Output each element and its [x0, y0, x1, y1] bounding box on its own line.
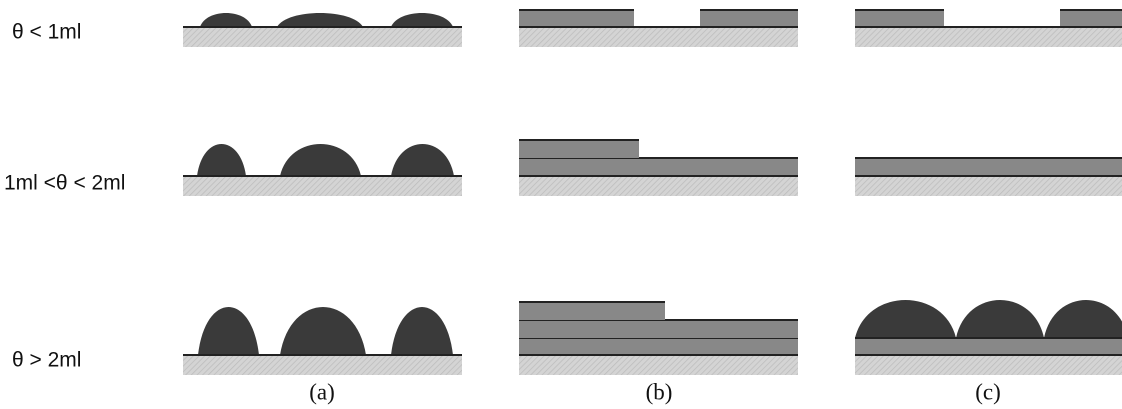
column-label: (c) [975, 379, 1001, 404]
substrate [855, 27, 1122, 47]
column-label: (a) [309, 379, 335, 404]
substrate [183, 355, 462, 375]
column-label: (b) [646, 379, 673, 404]
substrate [519, 176, 798, 196]
layer [855, 338, 1122, 355]
island [200, 13, 252, 27]
row-label: 1ml <θ < 2ml [4, 172, 125, 195]
row-label: θ < 1ml [12, 21, 81, 44]
substrate [855, 355, 1122, 375]
substrate [855, 176, 1122, 196]
island [391, 144, 454, 176]
growth-modes-figure: θ < 1ml 1ml <θ < 2ml θ > 2ml (a) (b) (c) [0, 0, 1122, 409]
island [855, 300, 956, 338]
island [197, 144, 246, 176]
substrate [183, 27, 462, 47]
layer [519, 10, 634, 27]
layer [519, 338, 798, 355]
layer [519, 140, 639, 158]
layer [700, 10, 798, 27]
island [198, 307, 259, 355]
island [277, 13, 363, 27]
island [391, 307, 453, 355]
shapes [183, 10, 1122, 375]
substrate [519, 27, 798, 47]
layer [1060, 10, 1122, 27]
layer [519, 320, 798, 338]
layer [519, 158, 798, 176]
island [1044, 300, 1122, 338]
substrate [183, 176, 462, 196]
island [391, 13, 453, 27]
island [280, 307, 366, 355]
layer [519, 302, 665, 320]
substrate [519, 355, 798, 375]
island [280, 144, 361, 176]
layer [855, 10, 944, 27]
layer [855, 158, 1122, 176]
island [956, 300, 1044, 338]
row-label: θ > 2ml [12, 349, 81, 372]
